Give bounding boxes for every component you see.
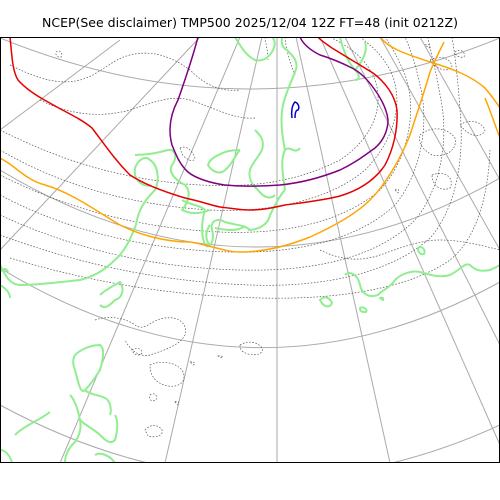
isotherm-purple: [169, 37, 389, 187]
isotherm-orange: [0, 41, 445, 253]
isotherm-orange-upper: [379, 37, 500, 109]
dotted-isotherms: [0, 37, 500, 438]
coastline-lines: [0, 37, 500, 463]
isotherm-red: [9, 37, 398, 211]
map-title: NCEP(See disclaimer) TMP500 2025/12/04 1…: [41, 15, 458, 30]
colored-isotherms: [0, 37, 500, 253]
graticule-lines: [0, 37, 500, 463]
isotherm-blue: [290, 101, 300, 119]
isotherm-orange-right: [484, 97, 500, 139]
